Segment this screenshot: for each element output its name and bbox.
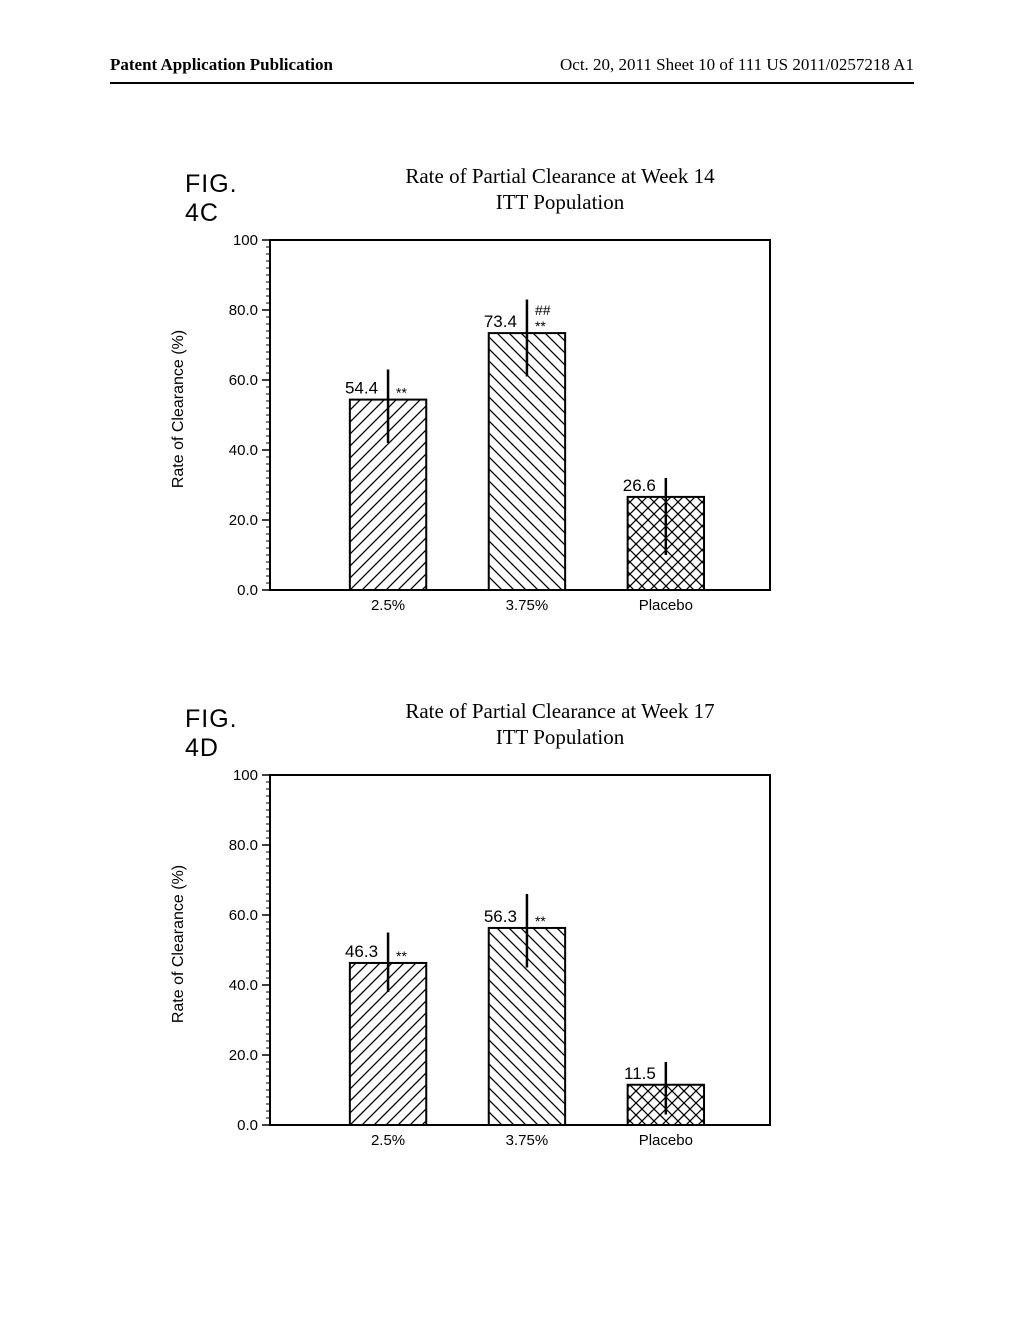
svg-text:100: 100: [233, 767, 258, 784]
chart-title: Rate of Partial Clearance at Week 14ITT …: [350, 163, 770, 216]
svg-text:Placebo: Placebo: [639, 597, 693, 614]
svg-text:11.5: 11.5: [624, 1064, 656, 1083]
svg-text:**: **: [396, 385, 407, 401]
svg-text:**: **: [396, 948, 407, 964]
svg-text:2.5%: 2.5%: [371, 597, 405, 614]
svg-text:##: ##: [535, 302, 551, 318]
svg-text:0.0: 0.0: [237, 1117, 258, 1134]
svg-text:60.0: 60.0: [229, 907, 258, 924]
svg-text:20.0: 20.0: [229, 512, 258, 529]
chart-svg: 0.020.040.060.080.010054.4**2.5%73.4**##…: [180, 220, 800, 650]
svg-text:26.6: 26.6: [623, 476, 656, 495]
svg-text:100: 100: [233, 232, 258, 249]
svg-text:2.5%: 2.5%: [371, 1132, 405, 1149]
svg-text:3.75%: 3.75%: [506, 597, 549, 614]
header-right-text: Oct. 20, 2011 Sheet 10 of 111 US 2011/02…: [560, 55, 914, 75]
header-divider: [110, 82, 914, 84]
svg-text:**: **: [535, 318, 546, 334]
svg-text:56.3: 56.3: [484, 907, 517, 926]
svg-text:**: **: [535, 913, 546, 929]
svg-text:3.75%: 3.75%: [506, 1132, 549, 1149]
chart-title: Rate of Partial Clearance at Week 17ITT …: [350, 698, 770, 751]
svg-text:40.0: 40.0: [229, 977, 258, 994]
svg-text:80.0: 80.0: [229, 302, 258, 319]
svg-text:20.0: 20.0: [229, 1047, 258, 1064]
svg-text:40.0: 40.0: [229, 442, 258, 459]
svg-text:80.0: 80.0: [229, 837, 258, 854]
svg-text:54.4: 54.4: [345, 379, 378, 398]
svg-text:46.3: 46.3: [345, 942, 378, 961]
svg-text:Placebo: Placebo: [639, 1132, 693, 1149]
chart-svg: 0.0 20.0 40.0 60.0 80.0 100 46.3 ** 2.5% 56.3 ** 3.…: [180, 755, 800, 1185]
svg-text:73.4: 73.4: [484, 312, 517, 331]
svg-text:60.0: 60.0: [229, 372, 258, 389]
header-left-text: Patent Application Publication: [110, 55, 333, 75]
svg-text:0.0: 0.0: [237, 582, 258, 599]
